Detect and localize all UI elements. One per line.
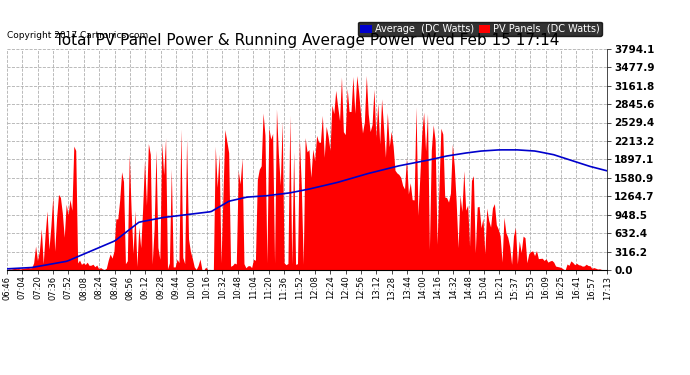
Title: Total PV Panel Power & Running Average Power Wed Feb 15 17:14: Total PV Panel Power & Running Average P… — [55, 33, 559, 48]
Legend: Average  (DC Watts), PV Panels  (DC Watts): Average (DC Watts), PV Panels (DC Watts) — [357, 21, 602, 36]
Text: Copyright 2017 Cartronics.com: Copyright 2017 Cartronics.com — [7, 31, 148, 40]
